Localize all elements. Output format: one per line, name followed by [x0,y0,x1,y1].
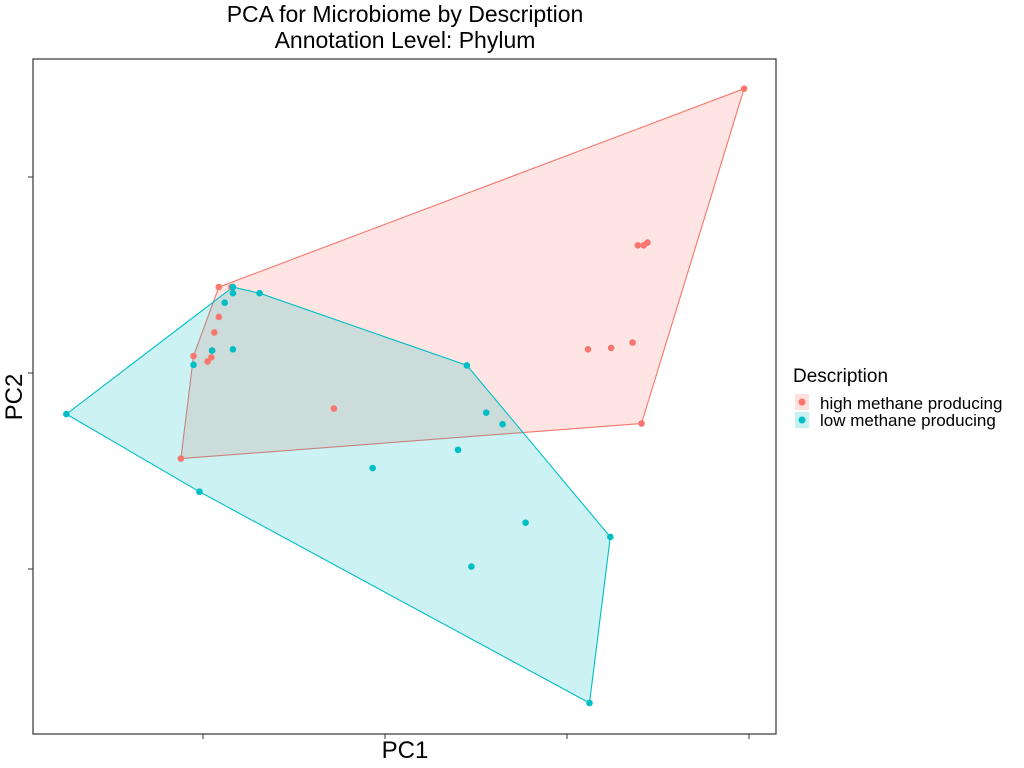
data-point-series-1-0 [229,283,237,291]
data-point-series-1-12 [369,464,376,472]
data-point-series-1-17 [586,699,593,707]
data-point-series-0-14 [607,344,615,352]
data-point-series-1-13 [196,488,203,496]
data-point-series-1-7 [463,362,471,369]
data-point-series-0-2 [215,313,223,321]
hull-layer [65,87,745,704]
data-point-series-1-3 [256,289,263,297]
legend-label-high: high methane producing [820,394,1002,413]
data-point-series-0-7 [204,358,211,365]
data-point-series-0-9 [177,455,185,462]
legend-item-low: low methane producing [795,411,996,430]
x-axis-ticks [202,734,750,739]
y-axis-label: PC2 [1,374,28,421]
data-point-series-1-10 [499,420,506,428]
hull-series-1 [65,286,611,704]
data-point-series-1-6 [190,361,197,369]
data-point-series-1-14 [522,519,529,526]
legend: Description high methane producing low m… [793,366,1002,430]
data-point-series-0-0 [215,283,223,291]
data-point-series-1-16 [468,563,475,570]
y-axis-ticks [28,176,33,570]
legend-dot-high [798,398,806,406]
chart-title: PCA for Microbiome by Description [227,1,584,27]
legend-label-low: low methane producing [820,411,996,430]
data-point-series-1-9 [482,409,490,417]
data-point-series-1-8 [63,410,70,418]
data-point-series-0-16 [638,420,645,427]
x-axis-label: PC1 [382,737,429,764]
plot-panel-border [32,58,777,735]
hull-series-0 [180,87,745,460]
data-point-series-0-15 [584,346,592,353]
data-point-series-1-11 [454,446,462,454]
chart-subtitle: Annotation Level: Phylum [275,27,536,53]
data-point-series-0-10 [634,242,642,249]
data-point-series-0-12 [644,239,651,246]
data-point-series-1-15 [607,533,614,541]
data-point-series-0-13 [629,339,636,346]
data-point-series-1-2 [221,299,228,307]
data-point-series-0-3 [211,329,218,336]
point-layer [63,85,748,707]
data-point-series-1-5 [229,346,237,353]
data-point-series-0-8 [330,405,338,412]
legend-dot-low [798,416,806,424]
legend-title: Description [793,366,888,387]
legend-item-high: high methane producing [795,394,1002,413]
data-point-series-1-1 [229,289,237,297]
data-point-series-1-4 [208,347,216,354]
data-point-series-0-4 [190,352,197,360]
data-point-series-0-17 [740,85,748,92]
